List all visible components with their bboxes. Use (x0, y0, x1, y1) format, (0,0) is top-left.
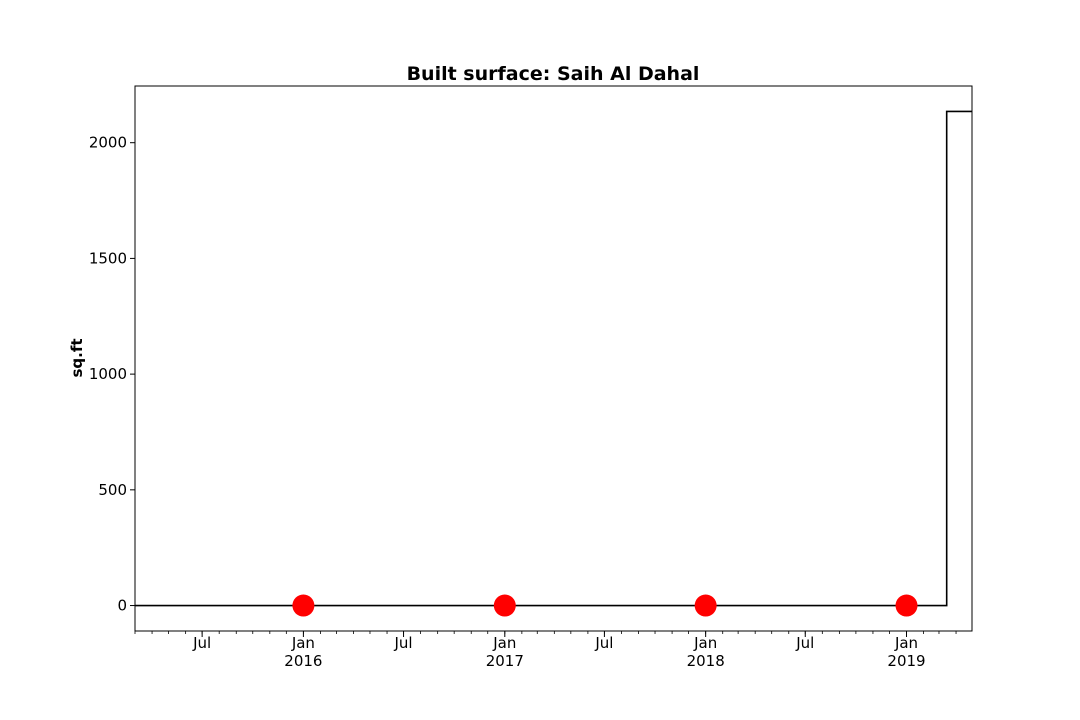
x-tick-label: Jul (192, 634, 211, 652)
x-tick-label: Jul (393, 634, 412, 652)
y-tick-label: 2000 (89, 134, 127, 152)
x-tick-label: Jan (894, 634, 918, 652)
x-tick-label: Jan (291, 634, 315, 652)
x-tick-year-label: 2018 (687, 652, 725, 670)
x-tick-label: Jul (795, 634, 814, 652)
y-tick-label: 1500 (89, 249, 127, 267)
data-point-marker (694, 594, 717, 617)
x-tick-year-label: 2019 (887, 652, 925, 670)
y-tick-label: 0 (117, 597, 127, 615)
y-axis-label: sq.ft (68, 338, 86, 377)
data-point-marker (895, 594, 918, 617)
data-point-marker (493, 594, 516, 617)
x-tick-label: Jan (492, 634, 516, 652)
x-tick-year-label: 2017 (486, 652, 524, 670)
plot-frame (134, 85, 973, 632)
x-tick-year-label: 2016 (284, 652, 322, 670)
y-tick-label: 500 (98, 481, 127, 499)
chart-title: Built surface: Saih Al Dahal (407, 63, 700, 85)
x-tick-label: Jan (693, 634, 717, 652)
y-tick-label: 1000 (89, 365, 127, 383)
x-tick-label: Jul (594, 634, 613, 652)
built-surface-line (135, 110, 972, 607)
data-point-marker (292, 594, 315, 617)
